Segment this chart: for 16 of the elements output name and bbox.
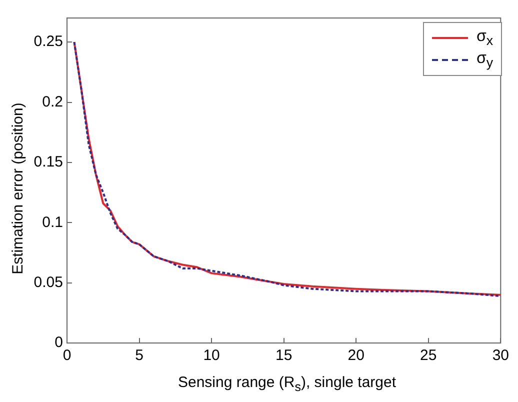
- x-tick-label: 30: [492, 347, 509, 364]
- x-tick-label: 20: [348, 347, 364, 364]
- y-tick-label: 0.15: [34, 154, 63, 171]
- y-tick-label: 0.05: [34, 274, 63, 291]
- legend-label: σ$_{x}$: [476, 28, 493, 48]
- y-tick-label: 0: [54, 334, 63, 352]
- x-axis-title: Sensing range (R$_{s}$), single target: [176, 374, 398, 394]
- y-tick-label: 0.2: [42, 93, 63, 110]
- x-tick-label: 5: [135, 347, 144, 364]
- legend-label: σ$_{y}$: [476, 50, 493, 70]
- x-tick-label: 10: [203, 347, 220, 364]
- x-tick-label: 25: [420, 347, 437, 364]
- y-axis-title: Estimation error (position): [10, 102, 26, 276]
- y-tick-label: 0.25: [34, 33, 63, 50]
- y-tick-label: 0.1: [42, 214, 63, 231]
- x-tick-label: 15: [275, 347, 292, 364]
